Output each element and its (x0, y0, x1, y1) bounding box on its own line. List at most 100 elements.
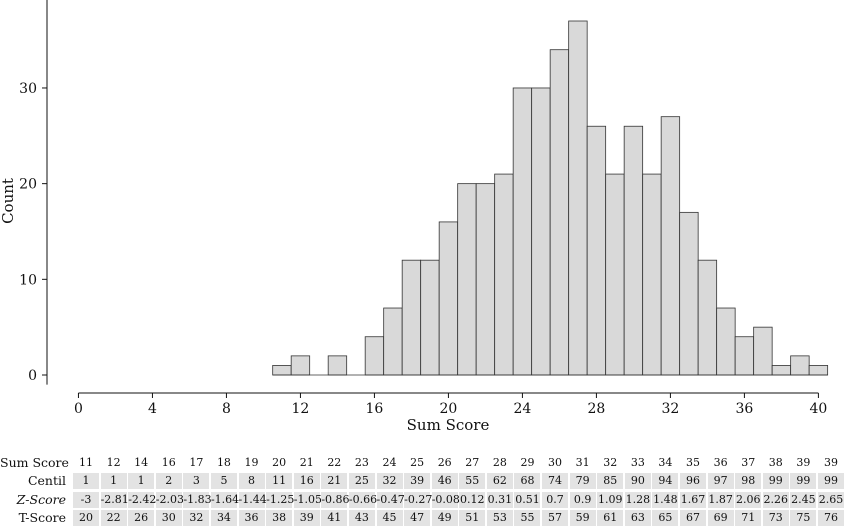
table-cell-sum: 18 (216, 456, 231, 469)
histogram-bar (623, 125, 644, 376)
table-cell-centil: 25 (348, 473, 375, 489)
table-cell-t: 67 (680, 510, 707, 526)
table-cell-centil: 74 (542, 473, 569, 489)
table-cell-centil: 32 (376, 473, 403, 489)
table-cell-centil: 5 (210, 473, 237, 489)
table-cell-sum: 16 (161, 456, 176, 469)
table-cell-centil: 96 (680, 473, 707, 489)
x-tick-label: 8 (222, 401, 231, 417)
table-cell-centil: 1 (128, 473, 155, 489)
table-cell-sum: 31 (575, 456, 590, 469)
histogram-bars (272, 20, 829, 376)
x-axis-ticks: 0 4 8 12 16 20 24 28 32 36 40 (74, 393, 827, 417)
row-label-z-score: Z-Score (16, 492, 66, 507)
table-cell-centil: 39 (404, 473, 431, 489)
table-cell-t: 30 (155, 510, 182, 526)
histogram-bar (512, 87, 533, 376)
table-cell-sum: 12 (106, 456, 121, 469)
norm-row-centil: Centil 1 1 1 2 3 5 8 11 16 21 25 32 39 46 55 62 68 74 79 85… (0, 472, 850, 490)
table-cell-sum: 33 (630, 456, 645, 469)
histogram-bar (549, 49, 570, 376)
x-tick-label: 20 (440, 401, 458, 417)
table-cell-t: 20 (73, 510, 99, 526)
table-cell-t: 47 (404, 510, 431, 526)
histogram-bar (734, 336, 755, 376)
table-cell-t: 63 (624, 510, 651, 526)
table-cell-centil: 98 (735, 473, 762, 489)
y-axis-label: Count (0, 178, 17, 224)
y-axis-ticks: 0 10 20 30 (19, 81, 47, 384)
table-cell-t: 51 (459, 510, 486, 526)
table-cell-sum: 36 (713, 456, 728, 469)
histogram-bar (753, 326, 773, 376)
table-cell-centil: 90 (624, 473, 651, 489)
table-cell-z: -2.81 (100, 492, 129, 508)
table-cell-t: 53 (486, 510, 513, 526)
table-cell-t: 55 (514, 510, 541, 526)
table-cell-t: 57 (542, 510, 569, 526)
table-cell-z: -1.44 (238, 492, 267, 508)
x-tick-label: 32 (661, 401, 679, 417)
table-cell-centil: 94 (652, 473, 679, 489)
table-cell-t: 76 (818, 510, 844, 526)
table-cell-t: 75 (790, 510, 817, 526)
table-cell-sum: 22 (327, 456, 342, 469)
table-cell-centil: 3 (183, 473, 210, 489)
row-label-sum-score: Sum Score (0, 455, 69, 470)
table-cell-sum: 24 (382, 456, 397, 469)
x-tick-label: 40 (809, 401, 827, 417)
table-cell-sum: 27 (465, 456, 480, 469)
histogram-bar (364, 336, 385, 376)
table-cell-centil: 97 (707, 473, 734, 489)
table-cell-sum: 21 (299, 456, 314, 469)
table-cell-centil: 99 (790, 473, 817, 489)
table-cell-sum: 25 (410, 456, 425, 469)
table-cell-t: 22 (100, 510, 127, 526)
x-tick-label: 28 (588, 401, 606, 417)
histogram-bar (771, 365, 792, 376)
table-cell-t: 41 (321, 510, 348, 526)
y-tick-label: 30 (19, 81, 37, 97)
table-cell-z: -0.66 (348, 492, 378, 508)
table-cell-t: 69 (707, 510, 734, 526)
histogram-bar (401, 259, 422, 376)
table-cell-sum: 39 (823, 456, 838, 469)
table-cell-t: 39 (293, 510, 320, 526)
histogram-bar (660, 116, 681, 376)
table-cell-centil: 2 (155, 473, 182, 489)
histogram-bar (272, 365, 292, 376)
table-cell-sum: 30 (548, 456, 563, 469)
table-cell-z: -0.08 (431, 492, 460, 508)
table-cell-z: -0.86 (321, 492, 350, 508)
table-cell-centil: 55 (459, 473, 486, 489)
histogram-bar (808, 365, 829, 376)
table-cell-sum: 34 (658, 456, 673, 469)
histogram-bar (586, 125, 607, 376)
table-cell-t: 34 (210, 510, 237, 526)
table-cell-sum: 39 (796, 456, 811, 469)
table-cell-z: 0.12 (459, 492, 486, 508)
table-cell-centil: 68 (514, 473, 541, 489)
histogram-bar (420, 259, 440, 376)
histogram-bar (790, 355, 810, 376)
row-label-centil: Centil (27, 473, 66, 488)
table-cell-z: 2.65 (818, 492, 844, 508)
table-cell-sum: 35 (686, 456, 701, 469)
histogram-bar (438, 221, 459, 376)
norm-row-t-score: T-Score 20 22 26 30 32 34 36 38 39 41 43 45 47 49 51 53… (0, 509, 850, 527)
table-cell-z: -1.83 (183, 492, 212, 508)
table-cell-z: -2.03 (155, 492, 184, 508)
histogram-bar (679, 211, 699, 376)
table-cell-sum: 20 (272, 456, 287, 469)
x-tick-label: 12 (292, 401, 310, 417)
table-cell-centil: 99 (762, 473, 789, 489)
table-cell-z: 1.48 (652, 492, 679, 508)
table-cell-z: -1.05 (293, 492, 322, 508)
x-tick-label: 0 (74, 401, 83, 417)
table-cell-centil: 8 (238, 473, 265, 489)
histogram-bar (475, 183, 496, 376)
table-cell-t: 45 (376, 510, 403, 526)
table-cell-z: -2.42 (128, 492, 157, 508)
table-cell-t: 43 (348, 510, 375, 526)
histogram-bar (531, 87, 551, 376)
